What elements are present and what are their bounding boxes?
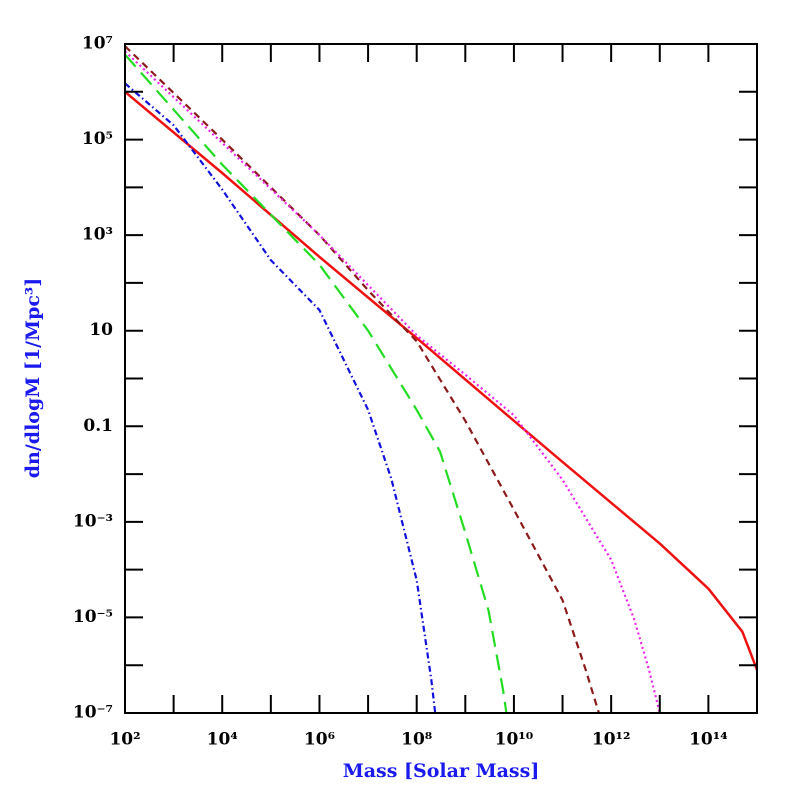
y-tick-label: 10⁻⁷ [73,703,113,723]
y-tick-label: 10⁻³ [73,511,113,531]
y-tick-label: 10³ [82,225,113,245]
x-tick-label: 10¹⁴ [689,730,728,750]
y-tick-label: 10⁻⁵ [73,607,113,627]
x-tick-label: 10¹⁰ [495,730,534,750]
y-tick-label: 10⁷ [82,34,113,54]
y-tick-label: 10⁵ [82,129,113,149]
x-tick-label: 10⁸ [401,730,432,750]
series-line [125,53,508,713]
series-line [125,82,437,713]
x-axis-label: Mass [Solar Mass] [343,760,540,782]
x-tick-label: 10² [109,730,140,750]
y-tick-label: 0.1 [83,416,113,436]
series-line [125,90,757,671]
x-tick-label: 10⁴ [207,730,238,750]
x-tick-label: 10⁶ [304,730,335,750]
plot-area [125,45,757,713]
series-line [125,45,600,713]
y-tick-label: 10 [89,320,113,340]
y-axis-label: dn/dlogM [1/Mpc³] [22,278,44,479]
x-tick-label: 10¹² [592,730,631,750]
